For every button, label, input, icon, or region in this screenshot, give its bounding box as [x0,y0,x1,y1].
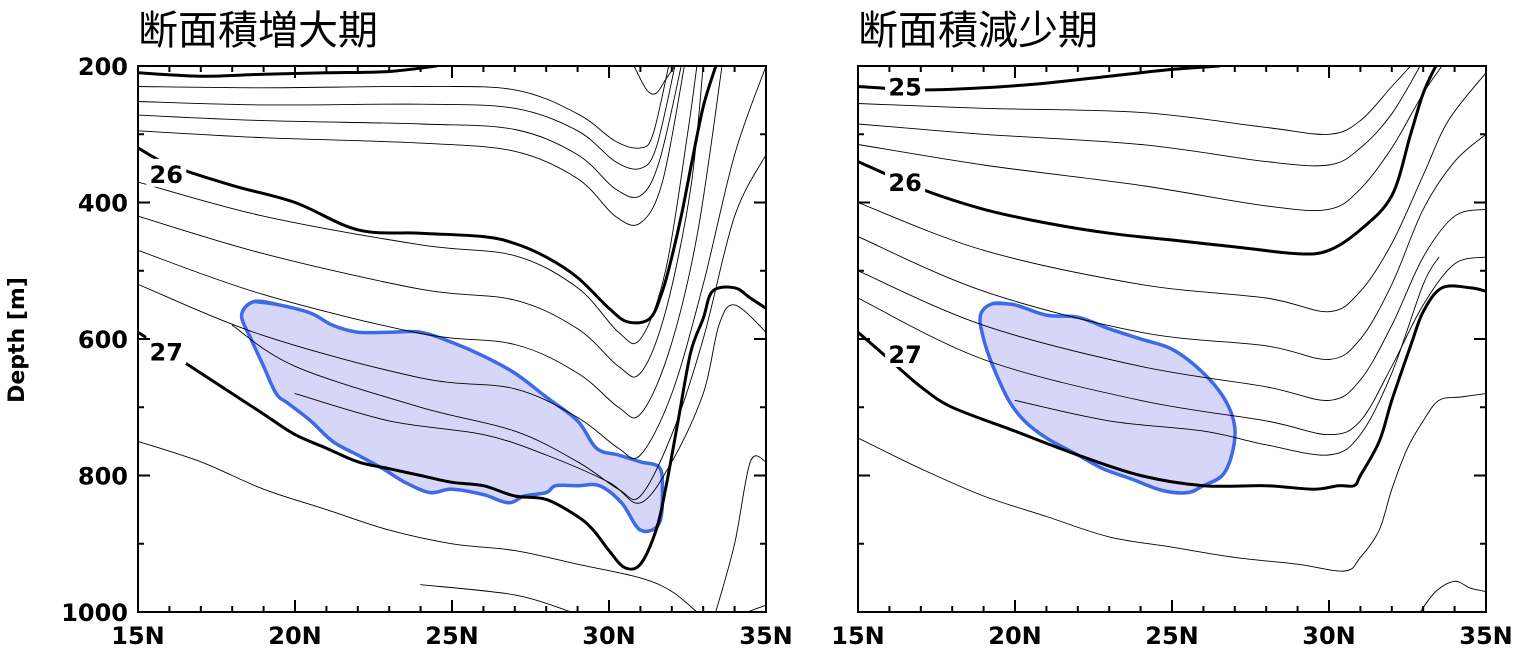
y-axis-label: Depth [m] [5,277,30,403]
y-tick-label: 1000 [61,599,128,627]
contour-line-minor [633,66,676,95]
contour-line-minor [138,66,682,198]
contour-label: 26 [150,161,183,189]
contour-line-minor [138,66,704,378]
panel-title: 断面積減少期 [858,8,1098,54]
contour-label-background [146,158,187,187]
contour-label: 26 [888,169,921,197]
x-tick-label: 25N [425,622,478,650]
y-tick-label: 800 [78,463,128,491]
panel-increase-period: 断面積増大期 26 27 15N 20N 25N 30N 35N 200 400 600 800 10… [5,8,793,650]
contour-line-major [138,285,766,571]
contour-line-minor [858,66,1443,212]
y-tick-label: 600 [78,326,128,354]
contour-line-minor [858,66,1412,135]
contour-line-minor [1014,256,1440,456]
contour-label-background [146,336,187,365]
contour-line-minor [746,604,766,612]
contour-line-minor [1419,580,1486,612]
y-tick-label: 200 [78,53,128,81]
contour-line-minor [138,66,766,460]
x-tick-label: 35N [739,622,792,650]
contour-line-minor [138,66,676,170]
contour-line-minor [138,440,698,612]
contour-label-background [885,71,926,100]
contour-label: 27 [888,341,921,369]
contour-line-minor [420,584,572,612]
x-tick-label: 30N [582,622,635,650]
panel-title: 断面積増大期 [138,8,378,54]
x-tick-label: 15N [831,622,884,650]
contour-line-minor [858,66,1421,167]
contour-line-minor [138,66,685,226]
y-tick-label: 400 [78,190,128,218]
plot-area: 26 27 15N 20N 25N 30N 35N 200 400 600 800 1000 [61,53,793,650]
shaded-water-mass-region [239,299,665,534]
plot-frame [137,65,767,613]
contour-line-minor [138,66,670,149]
x-tick-label: 20N [988,622,1041,650]
contour-label-background [885,167,926,196]
contour-line-major [138,66,438,78]
plot-area: 25 26 27 15N 20N 25N 30N 35N [831,65,1513,650]
contour-line-minor [858,72,1486,313]
x-tick-label: 20N [268,622,321,650]
contour-line-minor [858,133,1486,360]
contour-line-minor [858,208,1486,401]
contour-line-major [858,284,1486,491]
panel-decrease-period: 断面積減少期 25 26 27 15N 20N 25N 30N 35N [831,8,1512,650]
x-tick-label: 15N [111,622,164,650]
x-tick-label: 35N [1459,622,1512,650]
plot-content: 25 26 27 [858,66,1486,612]
contour-line-minor [138,66,723,419]
contour-line-major [858,66,1438,256]
contour-line-minor [858,256,1486,436]
contour-label: 25 [888,73,921,101]
contour-line-minor [715,455,766,612]
contour-line-minor [858,393,1486,572]
contour-label: 27 [150,338,183,366]
contour-line-minor [294,304,766,504]
contour-line-major [138,66,718,325]
x-tick-label: 25N [1145,622,1198,650]
x-tick-label: 30N [1302,622,1355,650]
contour-line-minor [138,66,698,345]
contour-label-background [885,339,926,368]
plot-content: 26 27 [138,66,766,612]
shaded-water-mass-region [978,301,1237,495]
